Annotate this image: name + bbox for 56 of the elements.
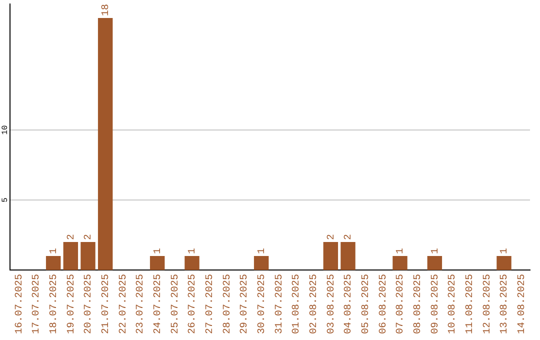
x-tick-label: 08.08.2025 xyxy=(412,274,424,334)
data-label: 2 xyxy=(344,234,355,240)
bar xyxy=(323,242,338,270)
x-tick-label: 30.07.2025 xyxy=(256,274,268,334)
x-tick-label: 10.08.2025 xyxy=(448,274,459,334)
x-tick-label: 12.08.2025 xyxy=(482,274,494,334)
x-tick-label: 21.07.2025 xyxy=(100,274,112,334)
x-tick-label: 19.07.2025 xyxy=(66,274,78,334)
x-tick-label: 13.08.2025 xyxy=(500,274,511,334)
data-label: 2 xyxy=(326,234,338,240)
data-label: 2 xyxy=(84,234,95,240)
x-tick-label: 01.08.2025 xyxy=(292,274,303,334)
x-tick-label: 16.07.2025 xyxy=(14,274,26,334)
data-label: 1 xyxy=(48,248,60,254)
x-tick-label: 24.07.2025 xyxy=(152,274,164,334)
data-label: 1 xyxy=(430,248,442,254)
data-label: 1 xyxy=(188,248,199,254)
x-tick-label: 02.08.2025 xyxy=(308,274,320,334)
x-tick-label: 28.07.2025 xyxy=(222,274,234,334)
bar xyxy=(254,256,269,270)
bar xyxy=(46,256,61,270)
bar xyxy=(63,242,78,270)
data-label: 18 xyxy=(100,4,112,16)
x-tick-label: 18.07.2025 xyxy=(48,274,60,334)
bar xyxy=(496,256,512,270)
x-tick-label: 09.08.2025 xyxy=(430,274,442,334)
x-tick-label: 06.08.2025 xyxy=(378,274,390,334)
bar xyxy=(80,242,96,270)
x-tick-label: 22.07.2025 xyxy=(118,274,130,334)
bar xyxy=(98,18,113,270)
y-tick-label: 5 xyxy=(1,197,10,202)
bar xyxy=(427,256,442,270)
bar xyxy=(150,256,165,270)
x-tick-label: 03.08.2025 xyxy=(326,274,338,334)
bar xyxy=(340,242,356,270)
x-tick-label: 25.07.2025 xyxy=(170,274,182,334)
x-tick-label: 11.08.2025 xyxy=(464,274,476,334)
x-tick-label: 17.07.2025 xyxy=(32,274,43,334)
data-label: 1 xyxy=(152,248,164,254)
x-tick-label: 05.08.2025 xyxy=(360,274,372,334)
x-tick-label: 26.07.2025 xyxy=(188,274,199,334)
bar xyxy=(184,256,200,270)
x-tick-label: 27.07.2025 xyxy=(204,274,216,334)
data-label: 1 xyxy=(500,248,511,254)
x-tick-label: 14.08.2025 xyxy=(516,274,528,334)
x-tick-label: 29.07.2025 xyxy=(240,274,251,334)
x-tick-label: 23.07.2025 xyxy=(136,274,147,334)
x-tick-label: 31.07.2025 xyxy=(274,274,286,334)
x-tick-label: 07.08.2025 xyxy=(396,274,407,334)
x-tick-label: 20.07.2025 xyxy=(84,274,95,334)
bar xyxy=(392,256,408,270)
data-label: 2 xyxy=(66,234,78,240)
data-label: 1 xyxy=(396,248,407,254)
y-tick-label: 10 xyxy=(1,125,10,135)
data-label: 1 xyxy=(256,248,268,254)
x-tick-label: 04.08.2025 xyxy=(344,274,355,334)
